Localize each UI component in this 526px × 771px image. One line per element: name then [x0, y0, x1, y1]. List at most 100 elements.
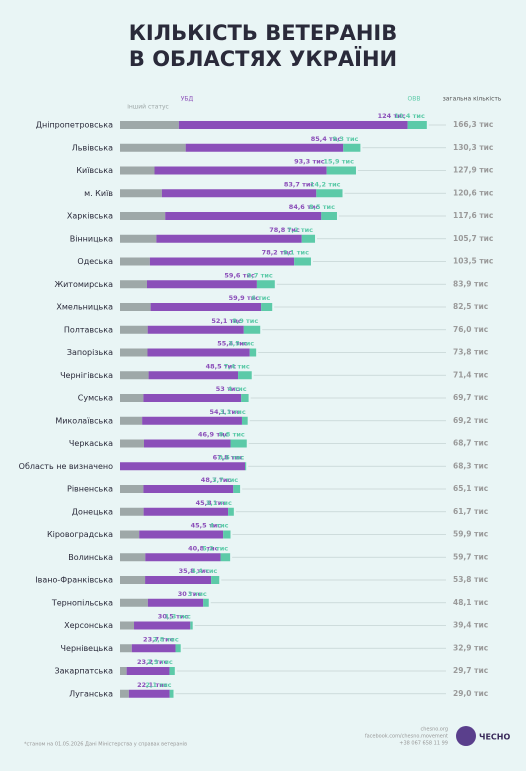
- bar-segment: [203, 598, 209, 607]
- value-label: 6 тис: [251, 294, 270, 302]
- bar-segment: [120, 598, 148, 607]
- bar-segment: [120, 121, 179, 129]
- category-label: Рівненська: [67, 485, 113, 494]
- category-label: Сумська: [78, 394, 113, 403]
- total-label: 117,6 тис: [453, 211, 493, 220]
- bar-segment: [120, 348, 148, 357]
- total-label: 120,6 тис: [453, 188, 493, 197]
- total-label: 71,4 тис: [453, 370, 488, 379]
- value-label: 3 тис: [188, 590, 207, 598]
- value-label: 4,4 тис: [191, 567, 217, 575]
- category-label: Миколаївська: [55, 416, 113, 425]
- bar-segment: [147, 325, 244, 334]
- bar-segment: [220, 553, 231, 562]
- bar-segment: [241, 394, 249, 402]
- value-label: 5,2 тис: [202, 544, 228, 552]
- bar-segment: [161, 189, 317, 198]
- category-label: Івано-Франківська: [35, 576, 113, 585]
- value-label: 9,1 тис: [283, 249, 309, 257]
- total-label: 32,9 тис: [453, 643, 488, 652]
- bar-segment: [175, 644, 181, 653]
- value-label: 9,3 тис: [332, 135, 358, 143]
- title: В ОБЛАСТЯХ УКРАЇНИ: [129, 46, 397, 71]
- value-label: 3,1 тис: [206, 499, 232, 507]
- bar-segment: [238, 371, 252, 380]
- value-label: 83,7 тис: [284, 180, 315, 188]
- bar-segment: [241, 416, 248, 425]
- bar-segment: [316, 189, 343, 198]
- bar-segment: [150, 303, 262, 311]
- value-label: 8,8 тис: [219, 431, 245, 439]
- bar-segment: [145, 553, 221, 562]
- value-label: 45,5 тис: [191, 522, 222, 530]
- value-label: 22,1 тис: [137, 681, 168, 689]
- value-label: 78,8 тис: [269, 226, 300, 234]
- value-label: 2,1 тис: [146, 681, 172, 689]
- category-label: Житомирська: [54, 280, 113, 289]
- bar-segment: [245, 462, 247, 471]
- category-label: Київська: [76, 166, 113, 175]
- bar-segment: [169, 667, 175, 675]
- category-label: Тернопільська: [51, 598, 113, 607]
- bar-segment: [131, 644, 176, 653]
- total-label: 39,4 тис: [453, 621, 488, 630]
- category-label: Хмельницька: [56, 303, 113, 312]
- total-label: 68,3 тис: [453, 461, 488, 470]
- total-label: 83,9 тис: [453, 279, 488, 288]
- category-label: Харківська: [67, 212, 113, 221]
- bar-segment: [407, 121, 427, 129]
- value-label: 93,3 тис: [294, 158, 325, 166]
- contact: +38 067 658 11 99: [399, 741, 448, 747]
- bar-segment: [261, 303, 273, 311]
- bar-segment: [120, 189, 162, 198]
- value-label: 14,2 тис: [310, 180, 341, 188]
- bar-segment: [120, 644, 132, 653]
- category-label: Донецька: [72, 507, 113, 516]
- bar-segment: [169, 689, 174, 698]
- bar-segment: [120, 507, 144, 516]
- value-label: 3,5 тис: [228, 340, 254, 348]
- category-label: Луганська: [69, 689, 113, 698]
- value-label: 15,9 тис: [323, 158, 354, 166]
- bar-segment: [120, 416, 143, 425]
- value-label: 52,1 тис: [211, 317, 242, 325]
- bar-segment: [120, 462, 246, 471]
- value-label: 40,8 тис: [188, 544, 219, 552]
- bar-segment: [256, 280, 275, 289]
- value-label: 8,5 тис: [309, 203, 335, 211]
- total-label: 103,5 тис: [453, 257, 493, 266]
- total-label: 166,3 тис: [453, 120, 493, 129]
- total-label: 127,9 тис: [453, 166, 493, 175]
- bar-segment: [120, 553, 146, 562]
- bar-segment: [326, 166, 356, 175]
- bar-segment: [120, 257, 150, 266]
- legend-label: ОВВ: [408, 96, 421, 103]
- value-label: 30 тис: [178, 590, 202, 598]
- bar-segment: [223, 530, 231, 539]
- bar-segment: [134, 621, 191, 630]
- value-label: 59,6 тис: [224, 271, 255, 279]
- footnote: *станом на 01.05.2026 Дані Міністерства …: [24, 742, 187, 748]
- bar-segment: [120, 303, 151, 311]
- total-label: 61,7 тис: [453, 507, 488, 516]
- category-label: Одеська: [77, 257, 113, 266]
- total-label: 76,0 тис: [453, 325, 488, 334]
- value-label: 4 тис: [210, 522, 229, 530]
- bar-segment: [146, 280, 257, 289]
- bar-segment: [230, 439, 247, 448]
- total-label: 48,1 тис: [453, 598, 488, 607]
- bar-segment: [128, 689, 170, 698]
- value-label: 48,7 тис: [201, 476, 232, 484]
- total-label: 53,8 тис: [453, 575, 488, 584]
- value-label: 55,4 тис: [217, 340, 248, 348]
- bar-segment: [190, 621, 193, 630]
- bar-segment: [120, 371, 149, 380]
- total-label: 59,9 тис: [453, 530, 488, 539]
- value-label: 7,4 тис: [224, 362, 250, 370]
- bar-segment: [156, 234, 302, 243]
- legend-label: інший статус: [127, 104, 169, 111]
- bar-segment: [120, 689, 129, 698]
- bar-segment: [243, 325, 261, 334]
